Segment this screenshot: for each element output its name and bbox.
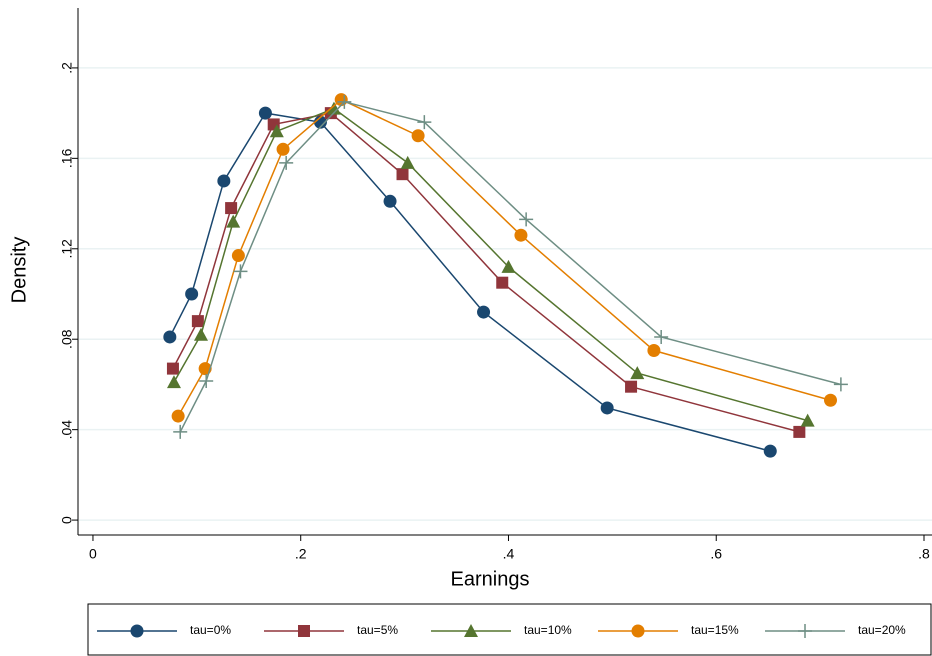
point [625, 380, 638, 393]
point [477, 305, 491, 319]
x-tick-label: .4 [503, 546, 515, 562]
point [496, 276, 509, 289]
point [326, 101, 341, 115]
point [166, 375, 181, 389]
point [654, 329, 669, 344]
y-tick-label: 0 [59, 516, 75, 524]
legend-label: tau=5% [357, 623, 398, 637]
point [501, 259, 516, 273]
point [171, 409, 185, 423]
y-tick-label: .12 [59, 239, 75, 259]
point [396, 168, 409, 181]
point [793, 425, 806, 438]
point [383, 194, 397, 208]
point [193, 327, 208, 341]
y-tick-label: .04 [59, 420, 75, 440]
point [824, 393, 838, 407]
point [276, 142, 290, 156]
legend-label: tau=20% [858, 623, 906, 637]
y-tick-label: .2 [59, 62, 75, 74]
legend-label: tau=10% [524, 623, 572, 637]
point [630, 366, 645, 380]
point [231, 249, 245, 263]
point [226, 214, 241, 228]
point [600, 401, 614, 415]
point [800, 413, 815, 427]
point [400, 155, 415, 169]
y-axis-title: Density [8, 237, 30, 304]
point [217, 174, 231, 188]
point [225, 202, 238, 215]
point [269, 124, 284, 138]
legend-label: tau=15% [691, 623, 739, 637]
y-tick-label: .16 [59, 148, 75, 168]
point [130, 624, 144, 638]
point [514, 228, 528, 242]
x-tick-label: 0 [89, 546, 97, 562]
point [833, 377, 848, 392]
point [763, 444, 777, 458]
point [233, 264, 248, 279]
x-tick-label: .8 [918, 546, 930, 562]
x-tick-label: .6 [710, 546, 722, 562]
point [258, 106, 272, 120]
x-axis-title: Earnings [451, 568, 530, 590]
point [185, 287, 199, 301]
point [298, 625, 310, 637]
point [647, 344, 661, 358]
point [519, 212, 534, 227]
point [166, 362, 179, 375]
point [313, 115, 327, 129]
point [173, 424, 188, 439]
x-tick-label: .2 [295, 546, 307, 562]
point [411, 129, 425, 143]
point [798, 624, 812, 638]
point [464, 624, 478, 637]
point [163, 330, 177, 344]
point [337, 94, 352, 109]
legend-label: tau=0% [190, 623, 231, 637]
point [191, 315, 204, 328]
point [631, 624, 645, 638]
point [417, 115, 432, 130]
y-tick-label: .08 [59, 329, 75, 349]
point [279, 155, 294, 170]
point [199, 374, 214, 389]
legend [87, 603, 932, 656]
